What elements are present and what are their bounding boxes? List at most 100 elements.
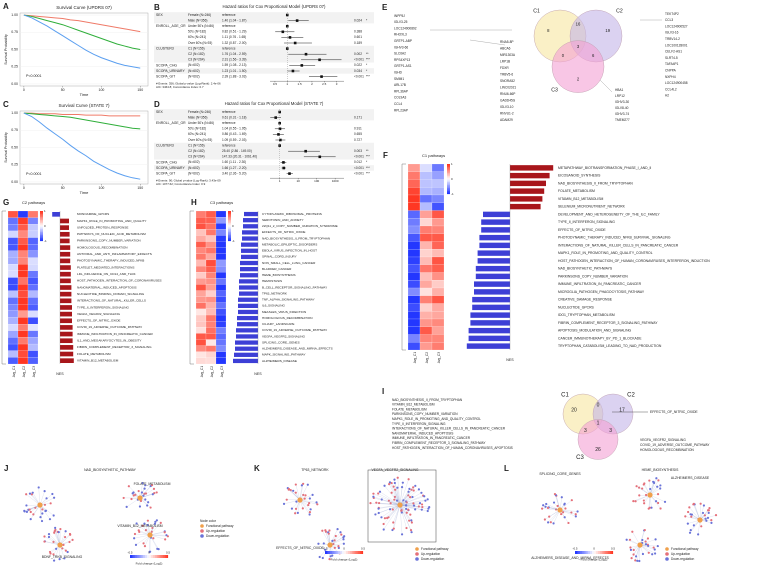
variable-name: SCOPA_URINARY [156,69,185,73]
gene-node [37,486,40,489]
heatmap-cell [407,272,421,281]
gene-node [140,491,144,494]
colorbar-step [357,551,360,554]
gene-node [155,519,158,522]
gene-node [61,547,64,550]
edge [689,519,701,533]
heatmap-cell [7,217,19,225]
p-value: <0.001 [354,74,364,78]
gene-node [428,505,431,509]
colorbar-step [228,217,231,219]
pathway-name: DEVELOPMENT_AND_HETEROGENEITY_OF_THE_ILC… [558,212,660,216]
x-tick-label: 150 [137,88,143,92]
gene-node [656,492,660,496]
edge [139,492,157,499]
node-label: ALZHEIMERS_DISEASE_AND_MIRNA_EFFECTS [531,556,609,560]
nes-bar [60,311,72,317]
survival-line [23,14,141,69]
heatmap-cell [205,223,217,230]
colorbar-step [164,555,167,558]
gene-node [400,511,403,514]
gene-node [391,528,394,532]
gene-node [144,498,147,501]
edge [635,494,651,502]
colorbar-step [588,551,591,554]
colorbar-step [228,220,231,222]
colorbar-step [228,221,231,224]
colorbar-step [447,189,450,192]
nes-bar [60,331,73,337]
edge [26,494,41,506]
gene-node [43,540,46,543]
edge [378,504,401,509]
heatmap-cell [431,311,445,320]
heatmap-cell [431,264,445,273]
hr-text: 25.40 (2.86 - 149.00) [222,149,252,153]
edge [399,504,412,521]
edge [699,503,701,521]
gene-node [143,545,147,548]
heatmap-cell [419,311,433,320]
gene-node [68,532,72,536]
colorbar-step [141,555,144,558]
colorbar-step [447,176,450,178]
nes-bar [241,248,258,253]
pathway-name: TP63_NETWORK [262,291,288,295]
pathway-node [697,517,703,523]
pathway-name: NON_SMALL_CELL_LUNG_CANCER [262,261,316,265]
forest-title: Hazard ratios for Cox Proportional Model… [225,101,324,106]
gene-node [300,484,303,487]
heatmap-cell [195,235,207,242]
gene-node [392,527,395,530]
colorbar-step [342,551,345,554]
list-item: NAD_BIOSYNTHESIS_II_FROM_TRYPTOPHAN [392,398,463,402]
x-axis-label: Time [80,190,90,195]
list-item: HOST_PATHOGEN_INTERACTION_OF_HUMAN_CORON… [392,446,513,450]
gene-node [638,559,641,563]
heatmap-cell [17,343,29,351]
column-label: Avg_C1 [12,366,16,378]
gene-node [644,540,647,543]
pathway-name: EICOSANOID_SYNTHESIS [558,174,601,178]
nes-bar [60,238,70,244]
heatmap-cell [195,272,207,279]
nes-bar [241,254,258,260]
nes-bar [237,322,258,327]
y-axis-label: Survival Probability [4,132,8,163]
heatmap-cell [27,217,39,225]
nes-bar [244,211,258,217]
panel-label: F [383,151,388,160]
callout: EFFECTS_OF_NITRIC_OXIDE [650,410,698,414]
edge [384,485,401,506]
colorbar-step [447,165,450,168]
heatmap-cell [205,235,217,242]
pathway-name: HOMOLOGOUS_RECOMBINATION [77,245,127,249]
gene-node [631,530,634,533]
gene-node [424,499,427,502]
heatmap-cell [419,225,433,234]
colorbar-step [447,191,450,193]
heatmap-cell [205,321,217,328]
x-tick-label: 2 [311,82,313,86]
gene-node [64,530,67,533]
group-label: C2 (N=182) [188,149,205,153]
p-value: 0.171 [354,115,362,119]
hr-point [291,69,295,73]
nes-bar [233,358,258,364]
gene-node [144,492,148,495]
heatmap-cell [17,330,29,338]
significance: * [366,63,368,67]
x-axis-label: NES [56,372,64,376]
significance: *** [366,171,370,175]
pathway-node [297,497,303,503]
heatmap-cell [431,194,445,203]
heatmap-cell [195,339,207,346]
panel-label: E [382,3,388,12]
p-value: 0.022 [354,63,362,67]
nes-bar [60,345,74,350]
group-band [154,142,374,160]
pathway-name: HEMOSTASIS [262,279,282,283]
pathway-name: EFFECTS_OF_NITRIC_OXIDE [77,319,121,323]
colorbar-step [130,555,132,558]
